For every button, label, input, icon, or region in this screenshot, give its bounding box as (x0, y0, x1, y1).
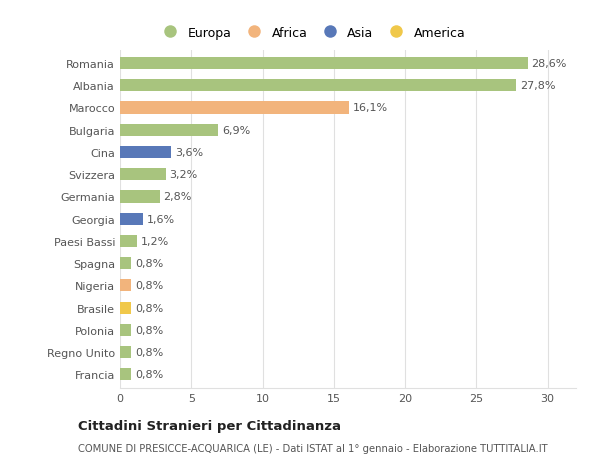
Bar (120, 346, 131, 358)
Text: 1,2%: 1,2% (140, 236, 169, 246)
Text: 0,8%: 0,8% (135, 369, 163, 380)
Bar (120, 324, 131, 336)
Bar (120, 146, 172, 159)
Bar (120, 257, 131, 270)
Bar (120, 369, 131, 381)
Bar (120, 124, 218, 136)
Text: 28,6%: 28,6% (531, 59, 566, 69)
Bar (120, 213, 143, 225)
Text: COMUNE DI PRESICCE-ACQUARICA (LE) - Dati ISTAT al 1° gennaio - Elaborazione TUTT: COMUNE DI PRESICCE-ACQUARICA (LE) - Dati… (78, 443, 548, 453)
Text: 2,8%: 2,8% (163, 192, 192, 202)
Text: 3,6%: 3,6% (175, 148, 203, 157)
Bar (120, 102, 349, 114)
Text: 16,1%: 16,1% (353, 103, 388, 113)
Bar (120, 302, 131, 314)
Bar (120, 191, 160, 203)
Text: 6,9%: 6,9% (222, 125, 250, 135)
Text: 0,8%: 0,8% (135, 303, 163, 313)
Text: 3,2%: 3,2% (169, 170, 197, 180)
Legend: Europa, Africa, Asia, America: Europa, Africa, Asia, America (154, 23, 469, 44)
Bar (120, 80, 516, 92)
Text: 0,8%: 0,8% (135, 258, 163, 269)
Bar (120, 280, 131, 292)
Text: 0,8%: 0,8% (135, 281, 163, 291)
Text: 0,8%: 0,8% (135, 325, 163, 335)
Bar (120, 168, 166, 181)
Text: Cittadini Stranieri per Cittadinanza: Cittadini Stranieri per Cittadinanza (78, 419, 341, 432)
Bar (120, 235, 137, 247)
Text: 27,8%: 27,8% (520, 81, 555, 91)
Text: 0,8%: 0,8% (135, 347, 163, 358)
Bar (120, 58, 527, 70)
Text: 1,6%: 1,6% (146, 214, 175, 224)
